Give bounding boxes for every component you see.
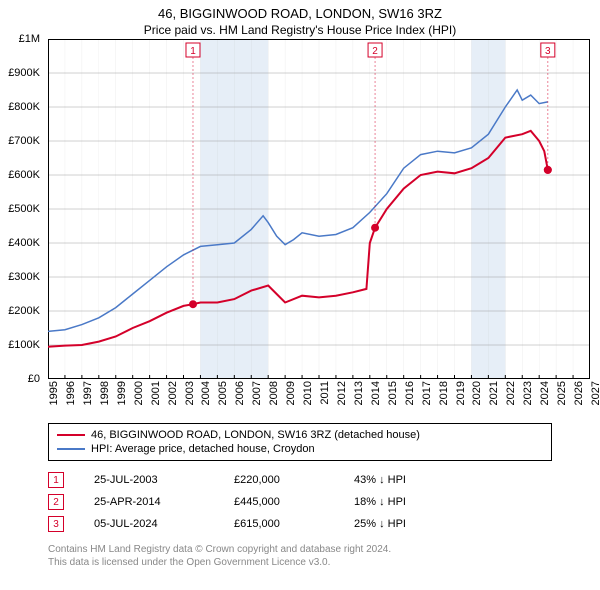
marker-table-diff: 25% ↓ HPI: [354, 518, 552, 530]
y-axis-label: £600K: [8, 169, 40, 181]
attribution-line1: Contains HM Land Registry data © Crown c…: [48, 543, 590, 556]
marker-table-badge: 3: [48, 516, 64, 532]
y-axis-label: £1M: [19, 33, 40, 45]
y-axis-label: £500K: [8, 203, 40, 215]
marker-table-price: £615,000: [234, 518, 354, 530]
x-axis-label: 2024: [539, 381, 551, 405]
legend-row: HPI: Average price, detached house, Croy…: [57, 442, 543, 456]
marker-badge-text-3: 3: [545, 46, 551, 57]
marker-table-date: 25-APR-2014: [94, 496, 234, 508]
x-axis-label: 2014: [370, 381, 382, 405]
legend-swatch: [57, 434, 85, 436]
x-axis-label: 2002: [167, 381, 179, 405]
y-axis-label: £800K: [8, 101, 40, 113]
marker-table-date: 25-JUL-2003: [94, 474, 234, 486]
x-axis-label: 2023: [522, 381, 534, 405]
x-axis-label: 2013: [353, 381, 365, 405]
legend-box: 46, BIGGINWOOD ROAD, LONDON, SW16 3RZ (d…: [48, 423, 552, 461]
chart-area: £0£100K£200K£300K£400K£500K£600K£700K£80…: [48, 39, 590, 379]
x-axis-label: 2001: [150, 381, 162, 405]
x-axis-label: 2007: [251, 381, 263, 405]
legend-swatch: [57, 448, 85, 450]
x-axis-label: 1996: [65, 381, 77, 405]
title-block: 46, BIGGINWOOD ROAD, LONDON, SW16 3RZ Pr…: [0, 0, 600, 39]
marker-badge-text-1: 1: [190, 46, 196, 57]
marker-table-row: 3 05-JUL-2024£615,00025% ↓ HPI: [48, 513, 552, 535]
y-axis-label: £300K: [8, 271, 40, 283]
x-axis-label: 2017: [421, 381, 433, 405]
marker-table-badge: 1: [48, 472, 64, 488]
x-axis-label: 2018: [438, 381, 450, 405]
x-axis-label: 2000: [133, 381, 145, 405]
y-axis-labels: £0£100K£200K£300K£400K£500K£600K£700K£80…: [0, 39, 44, 379]
x-axis-label: 2020: [471, 381, 483, 405]
marker-table-price: £445,000: [234, 496, 354, 508]
marker-table-badge: 2: [48, 494, 64, 510]
y-axis-label: £200K: [8, 305, 40, 317]
x-axis-label: 1999: [116, 381, 128, 405]
x-axis-label: 2027: [590, 381, 600, 405]
y-axis-label: £700K: [8, 135, 40, 147]
marker-table-price: £220,000: [234, 474, 354, 486]
y-axis-label: £900K: [8, 67, 40, 79]
marker-table: 1 25-JUL-2003£220,00043% ↓ HPI 2 25-APR-201…: [48, 469, 552, 535]
y-axis-label: £100K: [8, 339, 40, 351]
x-axis-label: 2022: [505, 381, 517, 405]
chart-svg: 1 2 3: [48, 39, 590, 379]
x-axis-label: 2025: [556, 381, 568, 405]
x-axis-label: 2004: [200, 381, 212, 405]
x-axis-label: 2003: [184, 381, 196, 405]
x-axis-labels: 1995 1996 1997 1998 1999 2000 2001 2002 2003 2004…: [48, 379, 590, 419]
y-axis-label: £0: [28, 373, 40, 385]
marker-table-row: 1 25-JUL-2003£220,00043% ↓ HPI: [48, 469, 552, 491]
legend-label: 46, BIGGINWOOD ROAD, LONDON, SW16 3RZ (d…: [91, 429, 420, 441]
x-axis-label: 2009: [285, 381, 297, 405]
legend-label: HPI: Average price, detached house, Croy…: [91, 443, 315, 455]
marker-table-diff: 18% ↓ HPI: [354, 496, 552, 508]
page-container: 46, BIGGINWOOD ROAD, LONDON, SW16 3RZ Pr…: [0, 0, 600, 569]
x-axis-label: 1997: [82, 381, 94, 405]
title-subtitle: Price paid vs. HM Land Registry's House …: [0, 23, 600, 37]
x-axis-label: 2021: [488, 381, 500, 405]
x-axis-label: 2019: [455, 381, 467, 405]
attribution-line2: This data is licensed under the Open Gov…: [48, 556, 590, 569]
x-axis-label: 2016: [404, 381, 416, 405]
y-axis-label: £400K: [8, 237, 40, 249]
x-axis-label: 2008: [268, 381, 280, 405]
x-axis-label: 2012: [336, 381, 348, 405]
x-axis-label: 2006: [234, 381, 246, 405]
x-axis-label: 2011: [319, 381, 331, 405]
x-axis-label: 2026: [573, 381, 585, 405]
x-axis-label: 1995: [48, 381, 60, 405]
attribution: Contains HM Land Registry data © Crown c…: [48, 543, 590, 569]
legend-row: 46, BIGGINWOOD ROAD, LONDON, SW16 3RZ (d…: [57, 428, 543, 442]
marker-table-diff: 43% ↓ HPI: [354, 474, 552, 486]
x-axis-label: 2005: [217, 381, 229, 405]
x-axis-label: 1998: [99, 381, 111, 405]
x-axis-label: 2010: [302, 381, 314, 405]
x-axis-label: 2015: [387, 381, 399, 405]
marker-badge-text-2: 2: [372, 46, 378, 57]
marker-table-date: 05-JUL-2024: [94, 518, 234, 530]
marker-table-row: 2 25-APR-2014£445,00018% ↓ HPI: [48, 491, 552, 513]
title-address: 46, BIGGINWOOD ROAD, LONDON, SW16 3RZ: [0, 6, 600, 21]
